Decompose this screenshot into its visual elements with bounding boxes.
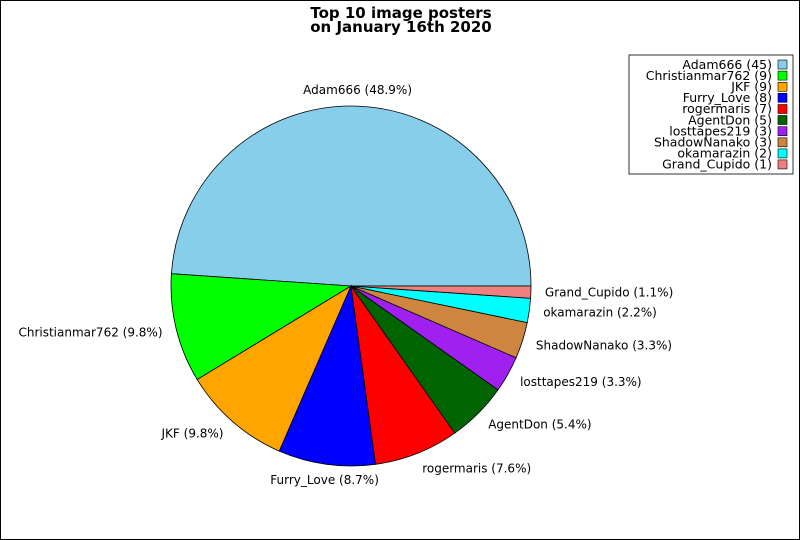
slice-label-grand-cupido: Grand_Cupido (1.1%) — [545, 286, 673, 300]
slice-label-rogermaris: rogermaris (7.6%) — [422, 461, 531, 475]
pie-slice-jkf — [196, 285, 352, 452]
chart-title-line-1: Top 10 image posters — [310, 4, 491, 22]
pie-slice-adam666 — [170, 105, 532, 287]
legend: Adam666 (45)Christianmar762 (9)JKF (9)Fu… — [628, 54, 794, 175]
legend-swatch-losttapes219 — [777, 126, 788, 136]
legend-swatch-shadownanako — [777, 137, 788, 148]
chart-title-line-2: on January 16th 2020 — [310, 18, 491, 36]
slice-label-shadownanako: ShadowNanako (3.3%) — [536, 338, 672, 352]
legend-swatch-adam666 — [777, 59, 788, 70]
legend-label-grand-cupido: Grand_Cupido (1) — [662, 157, 772, 172]
legend-label-rogermaris: rogermaris (7) — [682, 101, 772, 116]
legend-box — [628, 54, 794, 175]
legend-label-losttapes219: losttapes219 (3) — [669, 123, 772, 138]
legend-label-christianmar762: Christianmar762 (9) — [646, 68, 772, 83]
slice-label-losttapes219: losttapes219 (3.3%) — [520, 375, 642, 389]
legend-label-adam666: Adam666 (45) — [682, 57, 772, 72]
slice-label-adam666: Adam666 (48.9%) — [303, 83, 412, 97]
legend-label-jkf: JKF (9) — [730, 79, 772, 94]
legend-swatch-agentdon — [777, 115, 788, 125]
slice-label-jkf: JKF (9.8%) — [161, 427, 224, 441]
legend-swatch-furry-love — [777, 93, 788, 103]
pie-slice-furry-love — [278, 284, 376, 467]
legend-swatch-rogermaris — [777, 104, 788, 114]
legend-label-shadownanako: ShadowNanako (3) — [654, 134, 772, 149]
slice-label-christianmar762: Christianmar762 (9.8%) — [18, 325, 162, 339]
legend-swatch-grand-cupido — [777, 159, 788, 170]
pie-slices — [170, 105, 532, 467]
legend-label-agentdon: AgentDon (5) — [688, 112, 772, 127]
pie-slice-christianmar762 — [170, 273, 353, 381]
slice-label-agentdon: AgentDon (5.4%) — [488, 418, 591, 432]
legend-swatch-jkf — [777, 82, 788, 92]
slice-label-okamarazin: okamarazin (2.2%) — [543, 306, 657, 320]
legend-label-okamarazin: okamarazin (2) — [677, 146, 772, 161]
legend-swatch-christianmar762 — [777, 70, 788, 81]
pie-slice-labels: Adam666 (48.9%) Christianmar762 (9.8%) JKF… — [18, 83, 673, 487]
slice-label-furry-love: Furry_Love (8.7%) — [270, 473, 379, 487]
legend-label-furry-love: Furry_Love (8) — [683, 90, 772, 105]
legend-swatch-okamarazin — [777, 148, 788, 159]
pie-slice-grand-cupido — [350, 285, 532, 299]
